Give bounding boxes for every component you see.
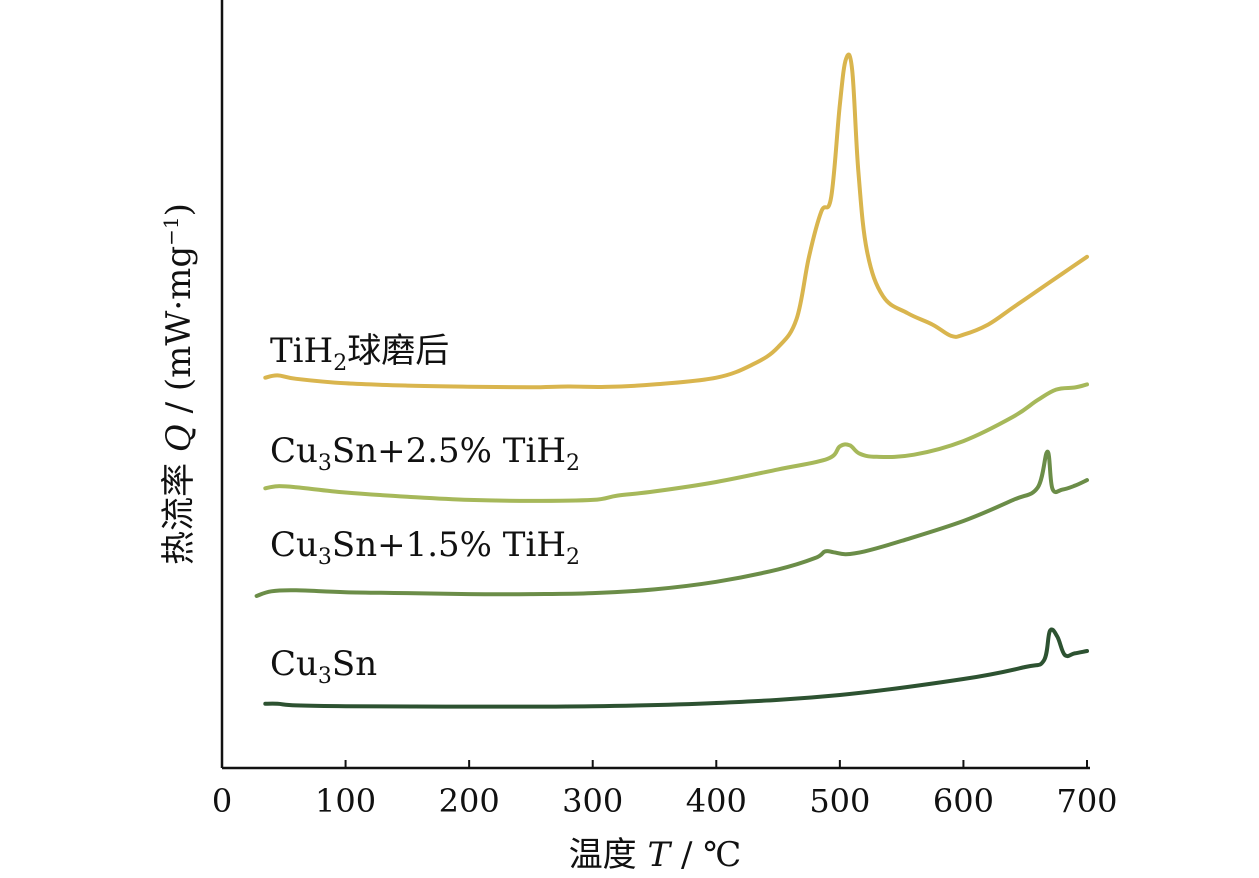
x-tick-labels: 0 100 200 300 400 500 600 700	[212, 782, 1118, 820]
y-axis-title: 热流率 Q / (mW·mg−1)	[159, 203, 199, 565]
x-tick-label: 100	[315, 782, 376, 820]
series-line-cu3sn-2-5-tih2	[263, 382, 1089, 503]
x-ticks	[344, 760, 1088, 768]
series-label-cu3sn-1-5-tih2: Cu3Sn+1.5% TiH2	[270, 525, 580, 570]
x-tick-label: 500	[809, 782, 870, 820]
x-tick-label: 600	[933, 782, 994, 820]
series-line-cu3sn	[263, 627, 1089, 709]
x-tick-label: 400	[686, 782, 747, 820]
plot-curves	[254, 52, 1089, 709]
series-line-tih2-milled	[263, 52, 1089, 390]
axes: 0 100 200 300 400 500 600 700	[212, 0, 1118, 820]
series-label-tih2-milled: TiH2球磨后	[270, 331, 449, 376]
x-tick-label: 300	[562, 782, 623, 820]
x-tick-label: 700	[1056, 782, 1117, 820]
series-label-cu3sn-2-5-tih2: Cu3Sn+2.5% TiH2	[270, 431, 580, 476]
x-tick-label: 0	[212, 782, 232, 820]
x-tick-label: 200	[439, 782, 500, 820]
x-axis-title: 温度 T / ℃	[569, 835, 742, 875]
series-line-cu3sn-1-5-tih2	[254, 449, 1089, 598]
series-label-cu3sn: Cu3Sn	[270, 644, 377, 689]
